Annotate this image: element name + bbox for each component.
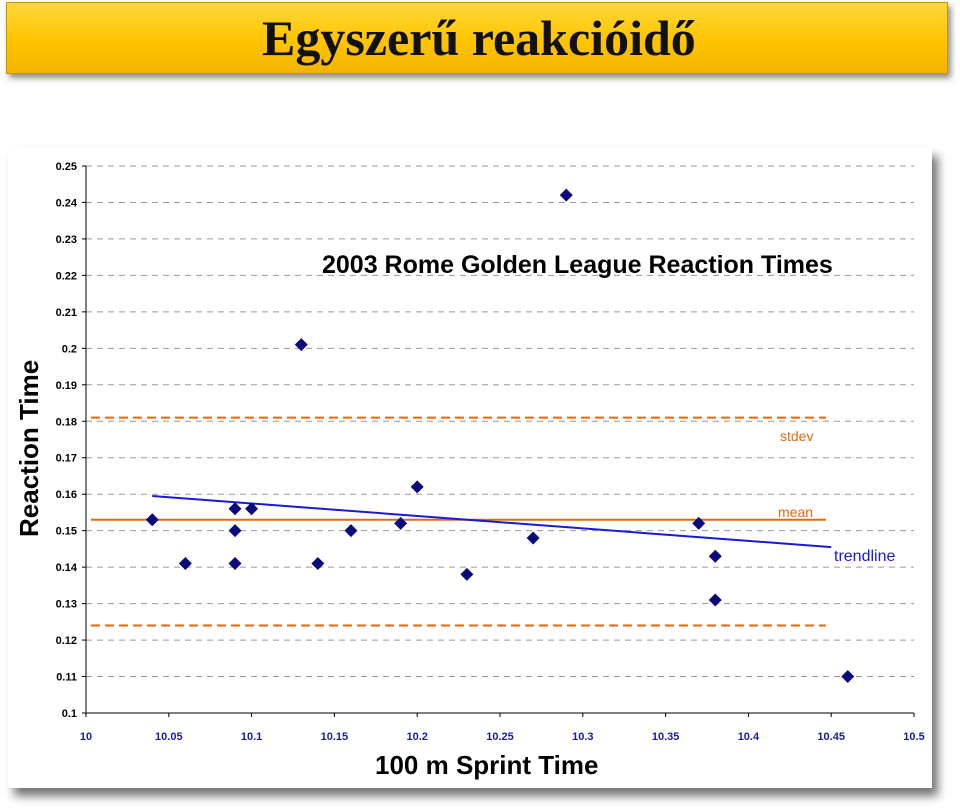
x-tick-label: 10.2 [406,731,427,743]
y-tick-label: 0.15 [56,526,77,538]
y-tick-label: 0.16 [56,489,77,501]
data-point [228,502,242,516]
x-tick-label: 10.05 [155,731,183,743]
y-axis-label: Reaction Time [14,360,44,537]
y-tick-label: 0.1 [62,708,77,720]
data-point [344,524,358,538]
trendline-annotation: trendline [834,548,895,565]
data-points [145,188,855,684]
data-point [178,556,192,570]
y-tick-label: 0.18 [56,416,77,428]
trendline [152,495,832,549]
y-tick-label: 0.13 [56,599,77,611]
x-tick-label: 10.45 [817,731,845,743]
x-tick-label: 10.4 [738,731,760,743]
y-tick-label: 0.17 [56,453,77,465]
x-tick-label: 10.15 [321,731,349,743]
x-tick-labels: 10 10.05 10.1 10.15 10.2 10.25 10.3 10.35 10.4 10… [80,731,925,743]
slide-title-bar: Egyszerű reakcióidő [6,2,948,74]
data-point [526,531,540,545]
chart-frame [8,148,932,788]
y-tick-labels: 0.1 0.11 0.12 0.13 0.14 0.15 0.16 0.17 0.18 0.19 0… [56,161,78,720]
data-point [708,593,722,607]
x-tick-label: 10.25 [486,731,514,743]
mean-annotation: mean [778,504,813,520]
x-tick-label: 10.5 [903,731,924,743]
data-point [311,556,325,570]
data-point [559,188,573,202]
data-point [394,516,408,530]
data-point [228,524,242,538]
y-tick-label: 0.14 [56,562,78,574]
data-point [145,513,159,527]
x-tick-label: 10.1 [241,731,262,743]
y-tick-label: 0.2 [62,343,77,355]
data-point [692,516,706,530]
chart-title: 2003 Rome Golden League Reaction Times [322,251,833,279]
data-point [460,567,474,581]
axes [85,166,914,714]
data-point [841,670,855,684]
reference-lines [91,416,832,627]
y-tick-label: 0.24 [56,197,78,209]
y-tick-label: 0.19 [56,380,77,392]
stdev-annotation: stdev [780,428,813,444]
data-point [294,338,308,352]
data-point [410,480,424,494]
data-point [228,556,242,570]
grid-lines [82,165,915,717]
x-tick-label: 10.3 [572,731,593,743]
y-tick-label: 0.12 [56,635,77,647]
y-tick-label: 0.21 [56,307,77,319]
y-tick-label: 0.25 [56,161,77,173]
data-point [708,549,722,563]
y-tick-label: 0.11 [56,672,77,684]
x-axis-label: 100 m Sprint Time [375,750,599,780]
y-tick-label: 0.23 [56,234,77,246]
data-point [245,502,259,516]
y-tick-label: 0.22 [56,270,77,282]
x-tick-label: 10 [80,731,92,743]
x-tick-label: 10.35 [652,731,680,743]
slide-title: Egyszerű reakcióidő [262,10,696,66]
